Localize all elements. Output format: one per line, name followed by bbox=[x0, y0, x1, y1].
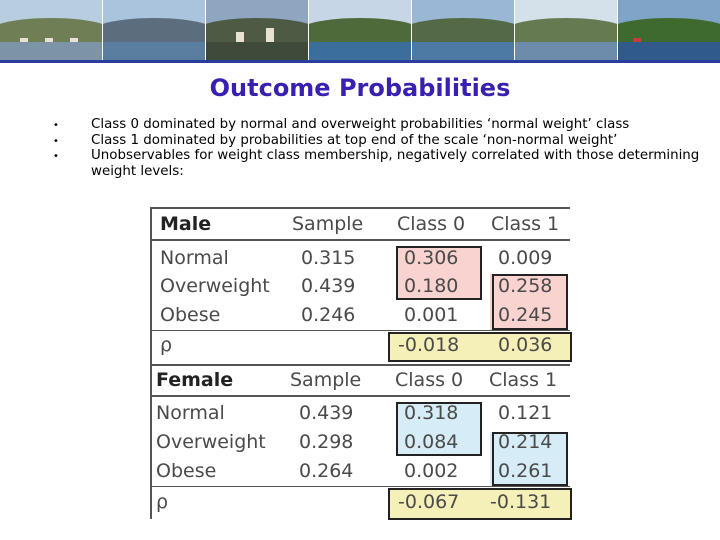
row-label: Normal bbox=[160, 247, 229, 269]
bullet-list: Class 0 dominated by normal and overweig… bbox=[50, 117, 700, 179]
class0-value: 0.306 bbox=[404, 247, 459, 269]
female-header: Female bbox=[156, 369, 234, 391]
class1-value: 0.009 bbox=[498, 247, 553, 269]
probability-table: Male Sample Class 0 Class 1 Normal 0.315… bbox=[146, 206, 574, 520]
sample-header: Sample bbox=[292, 213, 364, 235]
male-class1-highlight bbox=[490, 274, 566, 330]
promenade-photo bbox=[618, 0, 720, 60]
bullet-item: Class 1 dominated by probabilities at to… bbox=[50, 133, 700, 149]
table-rule bbox=[150, 395, 570, 397]
table-rule bbox=[150, 330, 570, 331]
male-class0-box bbox=[396, 246, 482, 300]
sample-value: 0.264 bbox=[299, 460, 354, 482]
rho-class1-value: 0.036 bbox=[498, 334, 553, 356]
class0-value: 0.180 bbox=[404, 275, 459, 297]
class1-value: 0.245 bbox=[498, 304, 553, 326]
sample-value: 0.439 bbox=[301, 275, 356, 297]
bullet-item: Class 0 dominated by normal and overweig… bbox=[50, 117, 700, 133]
mountain-lake-photo bbox=[412, 0, 515, 60]
rho-class0-value: -0.067 bbox=[398, 491, 460, 513]
male-class0-highlight bbox=[396, 246, 482, 300]
male-class1-box bbox=[492, 274, 568, 330]
class1-value: 0.261 bbox=[498, 460, 553, 482]
class1-value: 0.258 bbox=[498, 275, 553, 297]
island-photo bbox=[515, 0, 618, 60]
slide-title: Outcome Probabilities bbox=[209, 74, 511, 102]
table-rule bbox=[150, 239, 570, 241]
female-class1-highlight bbox=[490, 432, 566, 486]
sample-value: 0.315 bbox=[301, 247, 356, 269]
lake-view-photo bbox=[103, 0, 206, 60]
rho-class0-value: -0.018 bbox=[398, 334, 460, 356]
harbor-photo bbox=[309, 0, 412, 60]
table-rule bbox=[150, 364, 570, 366]
lakeside-town-photo bbox=[0, 0, 103, 60]
class0-value: 0.084 bbox=[404, 431, 459, 453]
rho-label: ρ bbox=[160, 334, 173, 356]
row-label: Normal bbox=[156, 402, 225, 424]
class1-value: 0.121 bbox=[498, 402, 553, 424]
row-label: Overweight bbox=[160, 275, 270, 297]
bullet-item: Unobservables for weight class membershi… bbox=[50, 148, 700, 179]
table-rule bbox=[150, 207, 570, 209]
row-label: Overweight bbox=[156, 431, 266, 453]
rho-class1-value: -0.131 bbox=[490, 491, 552, 513]
male-rho-highlight bbox=[388, 332, 570, 360]
photo-banner bbox=[0, 0, 720, 60]
female-class0-box bbox=[396, 402, 482, 456]
male-rho-box bbox=[388, 332, 572, 362]
class1-header: Class 1 bbox=[489, 369, 558, 391]
table-rule bbox=[150, 486, 570, 487]
sample-header: Sample bbox=[290, 369, 362, 391]
class1-value: 0.214 bbox=[498, 431, 553, 453]
row-label: Obese bbox=[160, 304, 221, 326]
sample-value: 0.439 bbox=[299, 402, 354, 424]
female-rho-highlight bbox=[388, 488, 570, 518]
female-class0-highlight bbox=[396, 402, 482, 456]
table-rule bbox=[150, 207, 152, 519]
row-label: Obese bbox=[156, 460, 217, 482]
sample-value: 0.298 bbox=[299, 431, 354, 453]
class0-value: 0.002 bbox=[404, 460, 459, 482]
cityscape-photo bbox=[206, 0, 309, 60]
banner-divider bbox=[0, 60, 720, 63]
class0-header: Class 0 bbox=[397, 213, 466, 235]
class1-header: Class 1 bbox=[491, 213, 560, 235]
class0-value: 0.001 bbox=[404, 304, 459, 326]
sample-value: 0.246 bbox=[301, 304, 356, 326]
class0-value: 0.318 bbox=[404, 402, 459, 424]
female-class1-box bbox=[492, 432, 568, 486]
class0-header: Class 0 bbox=[395, 369, 464, 391]
male-header: Male bbox=[160, 213, 212, 235]
rho-label: ρ bbox=[156, 491, 169, 513]
female-rho-box bbox=[388, 488, 572, 520]
